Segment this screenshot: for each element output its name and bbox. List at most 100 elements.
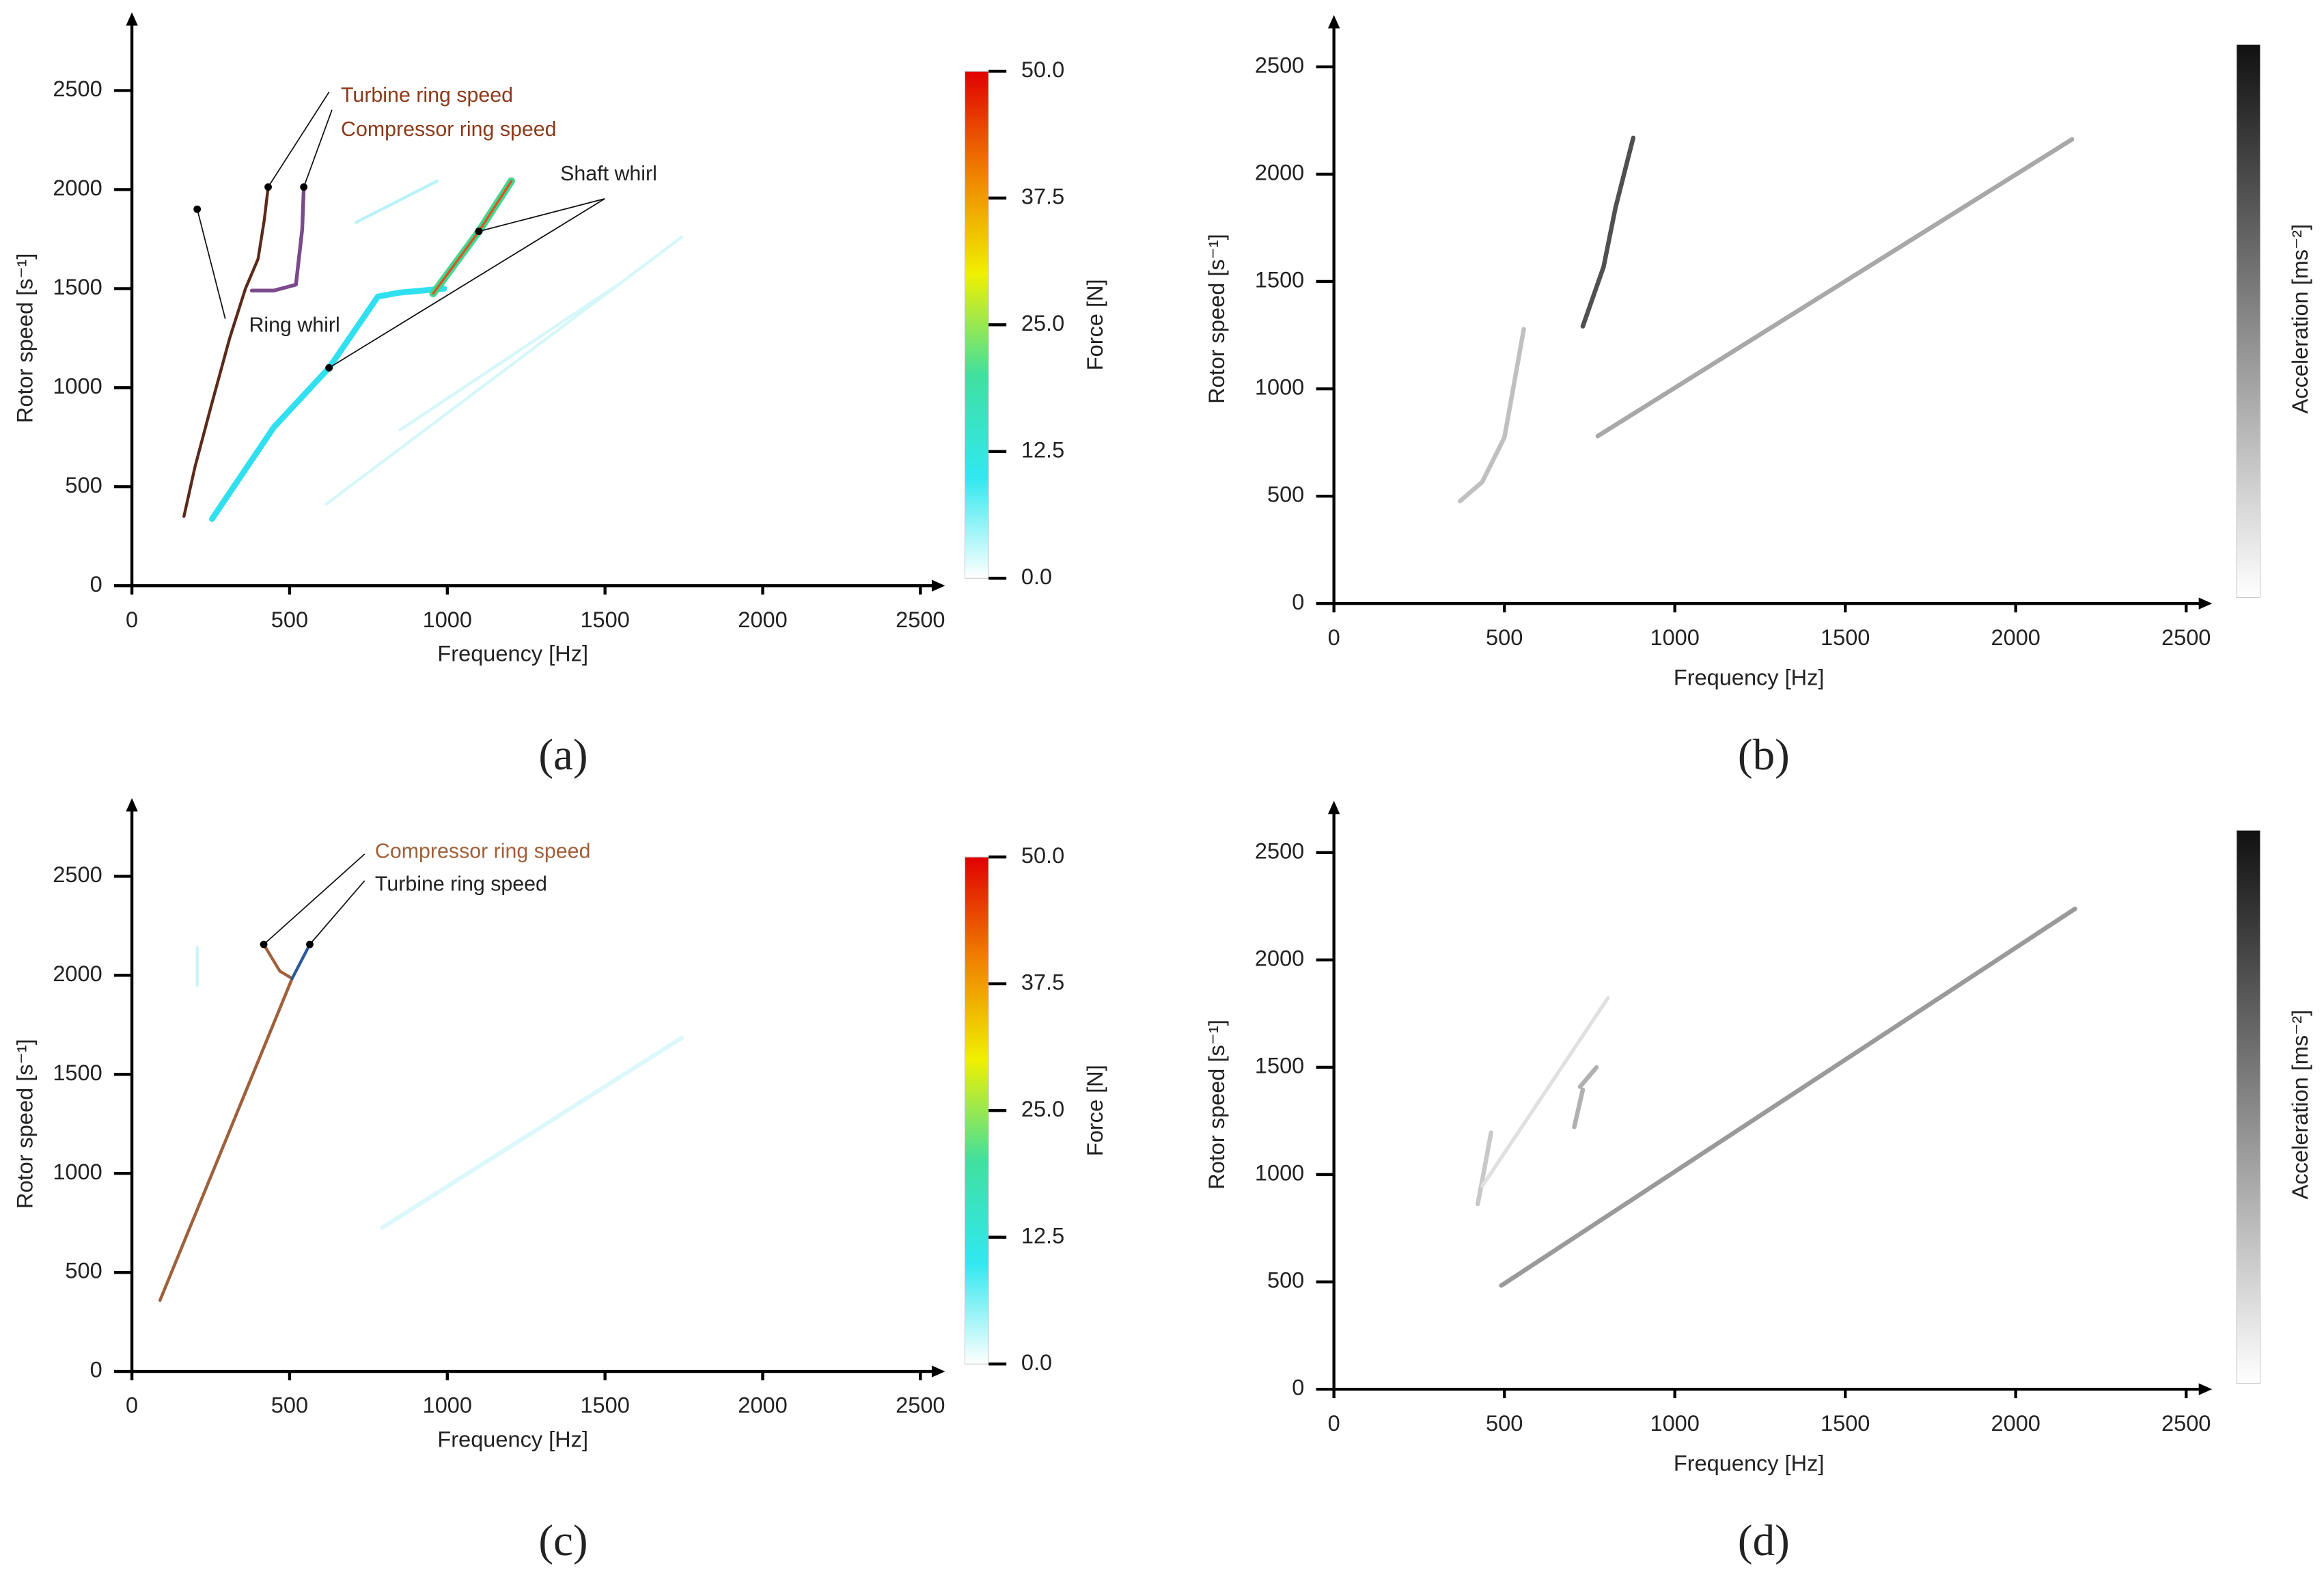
annotation: Ring whirl — [249, 314, 340, 336]
curve — [1595, 137, 2075, 439]
y-tick-label: 1500 — [53, 275, 102, 299]
x-tick-label: 1000 — [423, 607, 472, 632]
colorbar-tick-label: 12.5 — [1021, 437, 1064, 462]
x-axis-label: Frequency [Hz] — [1674, 1451, 1825, 1475]
x-tick-label: 500 — [271, 1393, 308, 1418]
colorbar-tick-label: 25.0 — [1021, 311, 1064, 336]
colorbar — [2236, 44, 2261, 599]
panel-label: (b) — [1738, 730, 1790, 780]
colorbar — [964, 70, 989, 579]
curve — [380, 1035, 684, 1230]
leader-line — [303, 109, 333, 187]
y-tick-label: 1500 — [53, 1060, 102, 1085]
leader-line — [309, 880, 365, 945]
leader-line — [329, 198, 605, 369]
y-tick-label: 1000 — [53, 1160, 102, 1184]
x-tick-label: 1000 — [423, 1393, 472, 1418]
y-tick-label: 2000 — [53, 961, 102, 986]
annotation-point — [325, 364, 333, 372]
x-tick-label: 2000 — [1991, 1411, 2041, 1436]
x-axis-label: Frequency [Hz] — [437, 642, 588, 666]
leader-line — [267, 92, 330, 188]
y-tick-label: 2000 — [1255, 160, 1304, 184]
x-arrow — [2198, 1383, 2213, 1395]
colorbar-tick-label: 0.0 — [1021, 564, 1052, 589]
curve — [324, 235, 684, 506]
y-tick-label: 1500 — [1255, 268, 1304, 292]
curve — [1476, 1130, 1493, 1207]
curve — [398, 280, 624, 432]
x-tick-label: 2000 — [738, 607, 787, 632]
curve — [1458, 327, 1526, 504]
y-tick-label: 0 — [90, 1358, 102, 1382]
y-tick-label: 500 — [65, 1259, 102, 1283]
y-tick-label: 1000 — [1255, 1161, 1304, 1186]
annotation-point — [475, 228, 483, 236]
annotation: Turbine ring speed — [375, 873, 547, 895]
curve — [1480, 996, 1610, 1188]
x-tick-label: 2000 — [1991, 625, 2041, 650]
colorbar-label: Acceleration [ms⁻²] — [2288, 224, 2312, 414]
annotation-point — [300, 183, 308, 191]
panel-label: (d) — [1738, 1516, 1790, 1565]
y-arrow — [126, 12, 138, 26]
colorbar-tick-label: 50.0 — [1021, 843, 1064, 868]
curve — [1580, 135, 1636, 329]
x-tick-label: 500 — [1486, 1411, 1523, 1436]
x-axis-label: Frequency [Hz] — [437, 1427, 588, 1452]
x-tick-label: 2500 — [2161, 625, 2211, 650]
y-tick-label: 0 — [1292, 1375, 1304, 1400]
y-axis-label: Rotor speed [s⁻¹] — [13, 1039, 38, 1209]
x-tick-label: 500 — [271, 607, 308, 632]
colorbar — [2236, 830, 2261, 1384]
y-tick-label: 1500 — [1255, 1053, 1304, 1078]
colorbar-tick-label: 0.0 — [1021, 1350, 1052, 1375]
curve — [249, 184, 306, 292]
annotation: Compressor ring speed — [375, 840, 591, 863]
colorbar-label: Force [N] — [1083, 1065, 1107, 1156]
x-tick-label: 1000 — [1650, 625, 1700, 650]
colorbar-tick-label: 25.0 — [1021, 1097, 1064, 1121]
curve — [209, 286, 447, 522]
leader-line — [478, 198, 605, 232]
y-tick-label: 2000 — [53, 176, 102, 200]
x-tick-label: 2500 — [896, 607, 945, 632]
annotation: Shaft whirl — [560, 163, 657, 185]
y-tick-label: 0 — [1292, 590, 1304, 614]
annotation-point — [264, 183, 272, 191]
y-axis-label: Rotor speed [s⁻¹] — [13, 254, 38, 424]
curve — [290, 942, 312, 981]
curve — [158, 942, 294, 1302]
annotation: Turbine ring speed — [341, 84, 513, 107]
curve — [182, 185, 270, 518]
colorbar-tick-label: 37.5 — [1021, 970, 1064, 994]
annotation-point — [193, 205, 202, 213]
leader-line — [196, 208, 226, 319]
x-arrow — [931, 1365, 945, 1378]
panel-label: (c) — [538, 1516, 587, 1565]
x-tick-label: 2500 — [2161, 1411, 2211, 1436]
x-tick-label: 0 — [126, 1393, 138, 1418]
x-tick-label: 1500 — [580, 607, 629, 632]
y-arrow — [1328, 800, 1340, 814]
colorbar-tick-label: 50.0 — [1021, 57, 1064, 82]
y-tick-label: 2500 — [1255, 838, 1304, 863]
annotation-point — [260, 940, 268, 948]
x-tick-label: 1500 — [580, 1393, 629, 1418]
x-arrow — [931, 579, 945, 592]
x-tick-label: 0 — [1328, 1411, 1340, 1436]
x-axis-label: Frequency [Hz] — [1674, 665, 1825, 689]
y-arrow — [126, 797, 138, 812]
colorbar-label: Force [N] — [1083, 279, 1107, 370]
annotation-point — [306, 940, 314, 948]
x-tick-label: 2000 — [738, 1393, 787, 1418]
y-tick-label: 500 — [65, 473, 102, 497]
y-axis-label: Rotor speed [s⁻¹] — [1204, 1019, 1229, 1190]
y-tick-label: 0 — [90, 572, 102, 597]
annotation: Compressor ring speed — [341, 118, 557, 141]
y-axis-label: Rotor speed [s⁻¹] — [1204, 234, 1229, 404]
curve — [1499, 906, 2077, 1288]
y-tick-label: 2500 — [53, 77, 102, 101]
panel-label: (a) — [538, 730, 587, 780]
